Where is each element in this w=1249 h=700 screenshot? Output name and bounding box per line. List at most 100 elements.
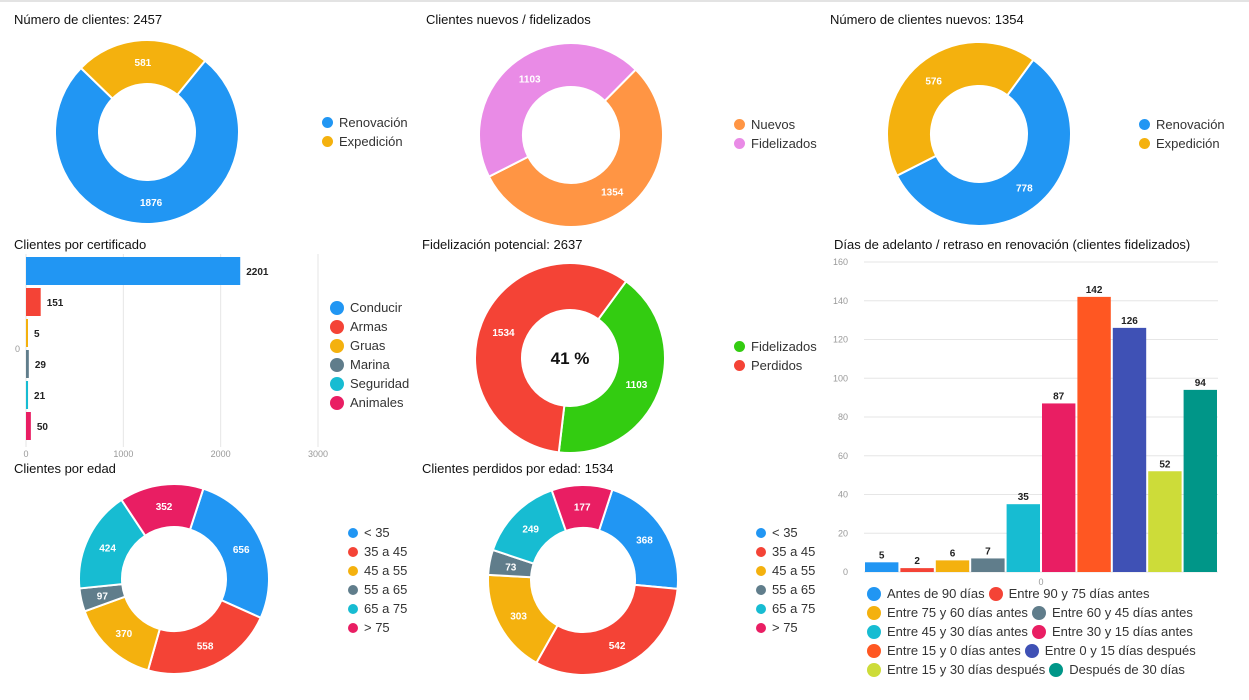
slice-value-label: 576 <box>925 77 942 88</box>
legend-marker <box>734 360 745 371</box>
y-tick-label: 140 <box>833 296 848 306</box>
legend-marker <box>867 605 881 620</box>
legend-label: Armas <box>350 319 388 334</box>
donut-perdidos-edad: 368 542 303 73 249 177 <box>487 484 679 676</box>
legend-item[interactable]: 45 a 55 <box>348 561 407 580</box>
bar <box>26 381 29 409</box>
slice-value-label: 1103 <box>626 380 648 391</box>
legend-marker <box>988 586 1003 601</box>
legend-marker <box>348 546 358 557</box>
legend-item[interactable]: Expedición <box>322 132 408 151</box>
legend-item[interactable]: Nuevos <box>734 115 817 134</box>
legend-item[interactable]: 55 a 65 <box>756 580 815 599</box>
legend-label: Perdidos <box>751 358 803 373</box>
x-tick-label: 0 <box>1038 577 1043 587</box>
slice-value-label: 581 <box>135 58 152 69</box>
legend-item[interactable]: Renovación <box>1139 115 1225 134</box>
chart-title: Fidelización potencial: 2637 <box>422 237 583 252</box>
donut-clientes-nuevos: 778 576 <box>886 41 1072 227</box>
legend-marker <box>734 341 745 352</box>
bar <box>26 257 241 285</box>
legend-numero-clientes: Renovación Expedición <box>322 113 408 151</box>
legend-item[interactable]: 35 a 45 <box>756 542 815 561</box>
legend-marker <box>330 338 344 353</box>
legend-label: 65 a 75 <box>364 601 408 616</box>
bar-value-label: 5 <box>34 329 40 340</box>
legend-item[interactable]: Seguridad <box>330 374 409 393</box>
legend-marker <box>756 584 766 595</box>
legend-label: > 75 <box>364 620 390 635</box>
legend-item[interactable]: 35 a 45 <box>348 542 407 561</box>
legend-marker <box>1139 119 1150 130</box>
legend-item[interactable]: Marina <box>330 355 409 374</box>
donut-slice <box>146 598 263 675</box>
bar-value-label: 151 <box>47 298 64 309</box>
legend-item[interactable]: Fidelizados <box>734 337 817 356</box>
legend-nuevos-fidelizados: Nuevos Fidelizados <box>734 115 817 153</box>
legend-marker <box>348 603 358 614</box>
bar <box>1006 504 1040 572</box>
legend-item[interactable]: 45 a 55 <box>756 561 815 580</box>
slice-value-label: 73 <box>505 562 517 573</box>
legend-item[interactable]: Después de 30 días <box>1049 660 1185 679</box>
legend-label: Entre 30 y 15 días antes <box>1051 624 1193 639</box>
legend-item[interactable]: Entre 15 y 30 días después <box>867 660 1045 679</box>
legend-item[interactable]: Entre 60 y 45 días antes <box>1031 603 1193 622</box>
legend-item[interactable]: > 75 <box>756 618 815 637</box>
legend-item[interactable]: Entre 90 y 75 días antes <box>988 584 1150 603</box>
legend-item[interactable]: Conducir <box>330 298 409 317</box>
slice-value-label: 303 <box>510 611 527 622</box>
legend-item[interactable]: Animales <box>330 393 409 412</box>
legend-item[interactable]: Perdidos <box>734 356 817 375</box>
y-tick-label: 80 <box>838 412 848 422</box>
hbar-por-certificado: 0 1000 2000 3000 0 2201 151 5 29 21 50 <box>15 254 328 457</box>
legend-label: 65 a 75 <box>772 601 816 616</box>
legend-item[interactable]: Entre 75 y 60 días antes <box>867 603 1028 622</box>
donut-por-edad: 656 558 370 97 424 352 <box>78 483 270 675</box>
legend-label: Renovación <box>339 115 408 130</box>
legend-item[interactable]: 55 a 65 <box>348 580 407 599</box>
legend-item[interactable]: Gruas <box>330 336 409 355</box>
chart-title: Clientes nuevos / fidelizados <box>426 12 591 27</box>
legend-item[interactable]: Entre 15 y 0 días antes <box>867 641 1021 660</box>
panel-por-edad: Clientes por edad 656 558 370 97 424 352 < 35… <box>0 457 420 700</box>
legend-item[interactable]: Expedición <box>1139 134 1225 153</box>
legend-label: Entre 0 y 15 días después <box>1044 643 1196 658</box>
legend-item[interactable]: 65 a 75 <box>756 599 815 618</box>
legend-perdidos-edad: < 35 35 a 45 45 a 55 55 a 65 65 a 75 > 75 <box>756 523 815 637</box>
legend-item[interactable]: < 35 <box>348 523 407 542</box>
bar-value-label: 21 <box>34 391 46 402</box>
legend-marker <box>867 662 881 677</box>
legend-label: Nuevos <box>751 117 796 132</box>
legend-item[interactable]: Fidelizados <box>734 134 817 153</box>
legend-item[interactable]: Renovación <box>322 113 408 132</box>
legend-label: Fidelizados <box>751 136 817 151</box>
bar <box>26 350 29 378</box>
legend-item[interactable]: Armas <box>330 317 409 336</box>
y-tick-label: 20 <box>838 528 848 538</box>
legend-label: 35 a 45 <box>772 544 816 559</box>
donut-slice <box>886 41 1035 178</box>
bar <box>971 558 1005 572</box>
donut-center-label: 41 % <box>551 349 590 368</box>
legend-marker <box>330 319 344 334</box>
bar <box>26 412 31 440</box>
legend-item[interactable]: Antes de 90 días <box>867 584 985 603</box>
legend-fidelizacion-potencial: Fidelizados Perdidos <box>734 337 817 375</box>
legend-row: Entre 45 y 30 días antes Entre 30 y 15 dí… <box>867 622 1247 641</box>
bar-value-label: 29 <box>35 360 47 371</box>
legend-item[interactable]: Entre 45 y 30 días antes <box>867 622 1028 641</box>
legend-item[interactable]: 65 a 75 <box>348 599 407 618</box>
y-tick-label: 160 <box>833 257 848 267</box>
legend-label: Gruas <box>350 338 386 353</box>
legend-item[interactable]: < 35 <box>756 523 815 542</box>
slice-value-label: 1103 <box>519 74 541 85</box>
legend-item[interactable]: Entre 0 y 15 días después <box>1024 641 1196 660</box>
donut-slice <box>188 487 270 620</box>
y-tick-label: 120 <box>833 335 848 345</box>
bar-value-label: 35 <box>1018 492 1030 503</box>
legend-item[interactable]: Entre 30 y 15 días antes <box>1031 622 1193 641</box>
legend-item[interactable]: > 75 <box>348 618 407 637</box>
legend-marker <box>1031 605 1046 620</box>
